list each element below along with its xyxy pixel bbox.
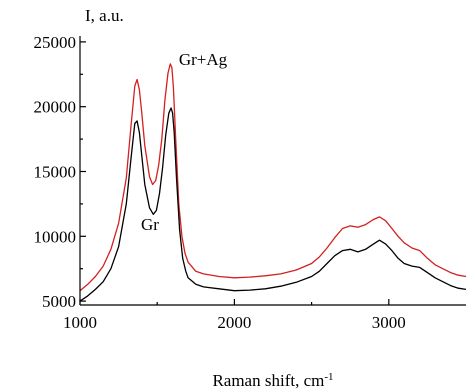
y-tick-label: 10000 — [34, 227, 77, 246]
x-axis-label-superscript: -1 — [324, 371, 333, 383]
x-tick-label: 3000 — [372, 313, 406, 332]
x-tick-label: 1000 — [63, 313, 97, 332]
y-axis-ticks: 5000 10000 15000 20000 25000 — [34, 33, 86, 311]
x-axis-ticks: 1000 2000 3000 — [63, 299, 406, 332]
series-line-gr — [79, 107, 467, 302]
annotation-label: Gr+Ag — [179, 50, 228, 69]
annotation-label: Gr — [141, 215, 159, 234]
x-axis-label: Raman shift, cm-1 — [212, 371, 333, 390]
series-line-gr-ag — [79, 63, 467, 292]
annotations: Gr+Ag Gr — [141, 50, 228, 234]
plot-curves — [79, 63, 467, 302]
axes — [79, 36, 466, 306]
x-tick-label: 2000 — [217, 313, 251, 332]
scan-blot — [0, 0, 134, 190]
y-axis-label: I, a.u. — [85, 6, 124, 25]
y-tick-label: 5000 — [42, 292, 76, 311]
y-tick-label: 15000 — [34, 163, 77, 182]
y-tick-label: 25000 — [34, 33, 77, 52]
x-axis-label-text: Raman shift, cm — [212, 371, 324, 390]
y-tick-label: 20000 — [34, 98, 77, 117]
